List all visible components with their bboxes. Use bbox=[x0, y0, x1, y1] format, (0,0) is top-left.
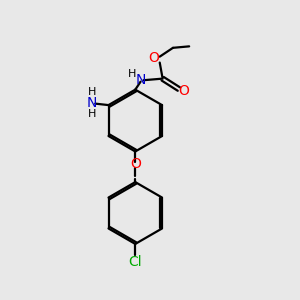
Text: H: H bbox=[128, 69, 136, 79]
Text: N: N bbox=[135, 73, 146, 87]
Text: O: O bbox=[148, 51, 159, 65]
Text: O: O bbox=[130, 157, 141, 171]
Text: N: N bbox=[86, 96, 97, 110]
Text: H: H bbox=[88, 109, 96, 119]
Text: H: H bbox=[88, 87, 96, 98]
Text: Cl: Cl bbox=[128, 255, 142, 268]
Text: O: O bbox=[179, 83, 190, 98]
